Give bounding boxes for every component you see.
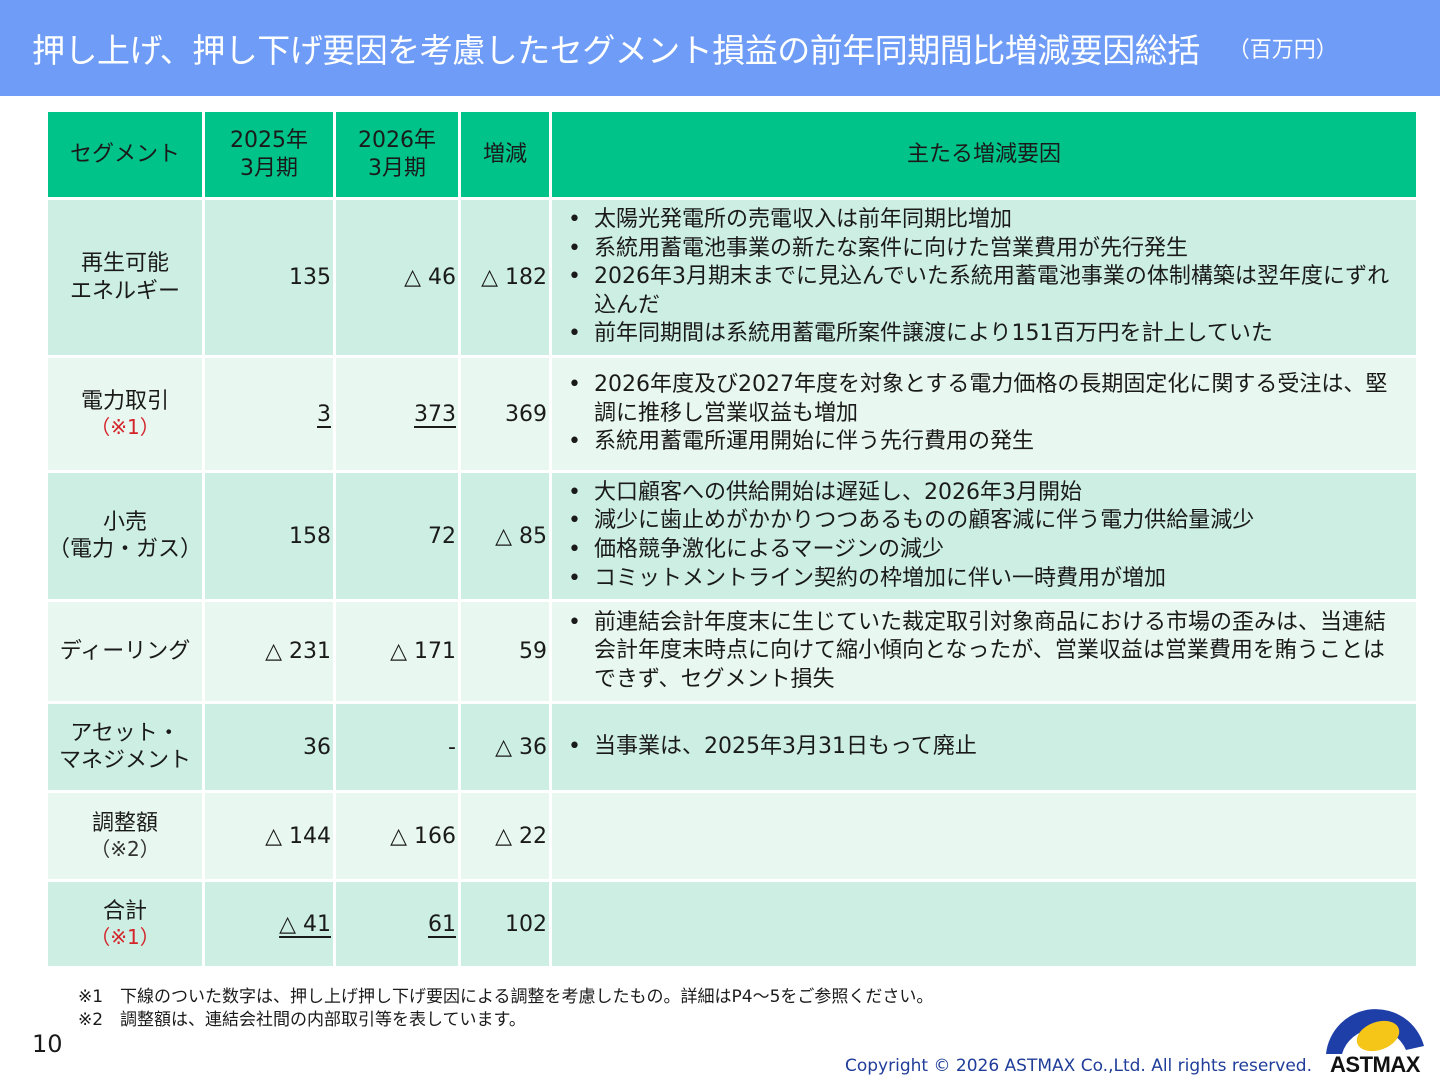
header-fy2026: 2026年 3月期	[336, 112, 458, 200]
segment-profit-table: セグメント 2025年 3月期 2026年 3月期 増減 主たる増減要因 再生可…	[45, 112, 1419, 969]
table-row-dealing: ディーリング △ 231 △ 171 59 前連結会計年度末に生じていた裁定取引…	[48, 602, 1416, 704]
logo-mark-icon	[1326, 1009, 1424, 1054]
page-title: 押し上げ、押し下げ要因を考慮したセグメント損益の前年同期間比増減要因総括	[32, 31, 1200, 70]
segment-name: 電力取引 （※1）	[48, 358, 202, 473]
list-item: 当事業は、2025年3月31日もって廃止	[566, 733, 1406, 762]
header-fy2025-line1: 2025年	[230, 128, 308, 153]
value-change: 102	[461, 882, 549, 969]
copyright-text: Copyright © 2026 ASTMAX Co.,Ltd. All rig…	[845, 1056, 1312, 1076]
segment-name: 調整額 （※2）	[48, 793, 202, 882]
value-fy2025: 135	[205, 200, 333, 358]
value-change: 369	[461, 358, 549, 473]
segment-name: アセット・ マネジメント	[48, 704, 202, 793]
table-row-power-trading: 電力取引 （※1） 3 373 369 2026年度及び2027年度を対象とする…	[48, 358, 1416, 473]
list-item: 前年同期間は系統用蓄電所案件譲渡により151百万円を計上していた	[566, 320, 1406, 349]
list-item: 2026年度及び2027年度を対象とする電力価格の長期固定化に関する受注は、堅調…	[566, 371, 1406, 428]
header-change: 増減	[461, 112, 549, 200]
header-segment: セグメント	[48, 112, 202, 200]
segment-name: 合計 （※1）	[48, 882, 202, 969]
list-item: 価格競争激化によるマージンの減少	[566, 536, 1406, 565]
list-item: 系統用蓄電池事業の新たな案件に向けた営業費用が先行発生	[566, 235, 1406, 264]
segment-name-line2: エネルギー	[69, 278, 180, 304]
factors-cell	[552, 793, 1416, 882]
segment-name-line1: 再生可能	[80, 251, 169, 276]
segment-name-line2: （電力・ガス）	[48, 537, 203, 562]
value-change: △ 85	[461, 473, 549, 602]
page-number: 10	[32, 1030, 63, 1058]
value-fy2025: 36	[205, 704, 333, 793]
factors-list: 太陽光発電所の売電収入は前年同期比増加 系統用蓄電池事業の新たな案件に向けた営業…	[566, 206, 1406, 349]
header-fy2026-line2: 3月期	[368, 155, 426, 181]
value-fy2026: 72	[336, 473, 458, 602]
table-row-retail: 小売 （電力・ガス） 158 72 △ 85 大口顧客への供給開始は遅延し、20…	[48, 473, 1416, 602]
factors-list: 前連結会計年度末に生じていた裁定取引対象商品における市場の歪みは、当連結会計年度…	[566, 609, 1406, 695]
value-fy2025: △ 144	[205, 793, 333, 882]
header-fy2026-line1: 2026年	[358, 128, 436, 153]
factors-list: 当事業は、2025年3月31日もって廃止	[566, 733, 1406, 762]
factors-cell: 当事業は、2025年3月31日もって廃止	[552, 704, 1416, 793]
adjusted-value: 61	[428, 911, 456, 937]
header-fy2025-line2: 3月期	[240, 155, 298, 181]
segment-note: （※1）	[90, 925, 160, 950]
title-bar: 押し上げ、押し下げ要因を考慮したセグメント損益の前年同期間比増減要因総括 （百万…	[0, 0, 1440, 96]
value-fy2026: 373	[336, 358, 458, 473]
factors-cell: 2026年度及び2027年度を対象とする電力価格の長期固定化に関する受注は、堅調…	[552, 358, 1416, 473]
list-item: 大口顧客への供給開始は遅延し、2026年3月開始	[566, 479, 1406, 508]
adjusted-value: 3	[317, 401, 331, 427]
header-fy2025: 2025年 3月期	[205, 112, 333, 200]
list-item: 前連結会計年度末に生じていた裁定取引対象商品における市場の歪みは、当連結会計年度…	[566, 609, 1406, 695]
value-fy2025: 3	[205, 358, 333, 473]
table-row-renewable: 再生可能 エネルギー 135 △ 46 △ 182 太陽光発電所の売電収入は前年…	[48, 200, 1416, 358]
segment-name-line1: 小売	[102, 509, 147, 535]
table-row-total: 合計 （※1） △ 41 61 102	[48, 882, 1416, 969]
factors-list: 2026年度及び2027年度を対象とする電力価格の長期固定化に関する受注は、堅調…	[566, 371, 1406, 457]
footnote-1: ※1 下線のついた数字は、押し上げ押し下げ要因による調整を考慮したもの。詳細はP…	[78, 987, 934, 1007]
value-fy2026: -	[336, 704, 458, 793]
value-fy2026: 61	[336, 882, 458, 969]
segment-name-line2: マネジメント	[58, 748, 191, 773]
value-change: △ 22	[461, 793, 549, 882]
segment-name: 再生可能 エネルギー	[48, 200, 202, 358]
segment-note: （※2）	[90, 837, 160, 862]
header-factors: 主たる増減要因	[552, 112, 1416, 200]
unit-label: （百万円）	[1227, 38, 1338, 63]
logo-text: ASTMAX	[1330, 1052, 1420, 1077]
factors-cell	[552, 882, 1416, 969]
value-fy2026: △ 46	[336, 200, 458, 358]
footnote-2: ※2 調整額は、連結会社間の内部取引等を表しています。	[78, 1009, 526, 1030]
segment-name-line1: 合計	[102, 898, 147, 924]
footnotes: ※1 下線のついた数字は、押し上げ押し下げ要因による調整を考慮したもの。詳細はP…	[78, 986, 933, 1032]
list-item: 2026年3月期末までに見込んでいた系統用蓄電池事業の体制構築は翌年度にずれ込ん…	[566, 263, 1406, 320]
table-header-row: セグメント 2025年 3月期 2026年 3月期 増減 主たる増減要因	[48, 112, 1416, 200]
value-fy2025: 158	[205, 473, 333, 602]
segment-name: 小売 （電力・ガス）	[48, 473, 202, 602]
segment-name-line1: 電力取引	[80, 388, 169, 414]
segment-name-line1: 調整額	[91, 810, 158, 836]
factors-cell: 大口顧客への供給開始は遅延し、2026年3月開始 減少に歯止めがかかりつつあるも…	[552, 473, 1416, 602]
table-row-asset-management: アセット・ マネジメント 36 - △ 36 当事業は、2025年3月31日もっ…	[48, 704, 1416, 793]
segment-note: （※1）	[90, 415, 160, 440]
value-fy2025: △ 231	[205, 602, 333, 704]
segment-name-line1: アセット・	[70, 720, 180, 746]
value-change: △ 182	[461, 200, 549, 358]
table-row-adjustment: 調整額 （※2） △ 144 △ 166 △ 22	[48, 793, 1416, 882]
value-fy2026: △ 166	[336, 793, 458, 882]
value-change: 59	[461, 602, 549, 704]
list-item: 系統用蓄電所運用開始に伴う先行費用の発生	[566, 428, 1406, 457]
factors-cell: 前連結会計年度末に生じていた裁定取引対象商品における市場の歪みは、当連結会計年度…	[552, 602, 1416, 704]
factors-list: 大口顧客への供給開始は遅延し、2026年3月開始 減少に歯止めがかかりつつあるも…	[566, 479, 1406, 593]
segment-name: ディーリング	[48, 602, 202, 704]
astmax-logo: ASTMAX	[1320, 984, 1430, 1077]
list-item: 太陽光発電所の売電収入は前年同期比増加	[566, 206, 1406, 235]
list-item: コミットメントライン契約の枠増加に伴い一時費用が増加	[566, 565, 1406, 594]
adjusted-value: △ 41	[279, 911, 331, 937]
value-fy2025: △ 41	[205, 882, 333, 969]
value-change: △ 36	[461, 704, 549, 793]
adjusted-value: 373	[414, 401, 456, 427]
value-fy2026: △ 171	[336, 602, 458, 704]
list-item: 減少に歯止めがかかりつつあるものの顧客減に伴う電力供給量減少	[566, 507, 1406, 536]
factors-cell: 太陽光発電所の売電収入は前年同期比増加 系統用蓄電池事業の新たな案件に向けた営業…	[552, 200, 1416, 358]
